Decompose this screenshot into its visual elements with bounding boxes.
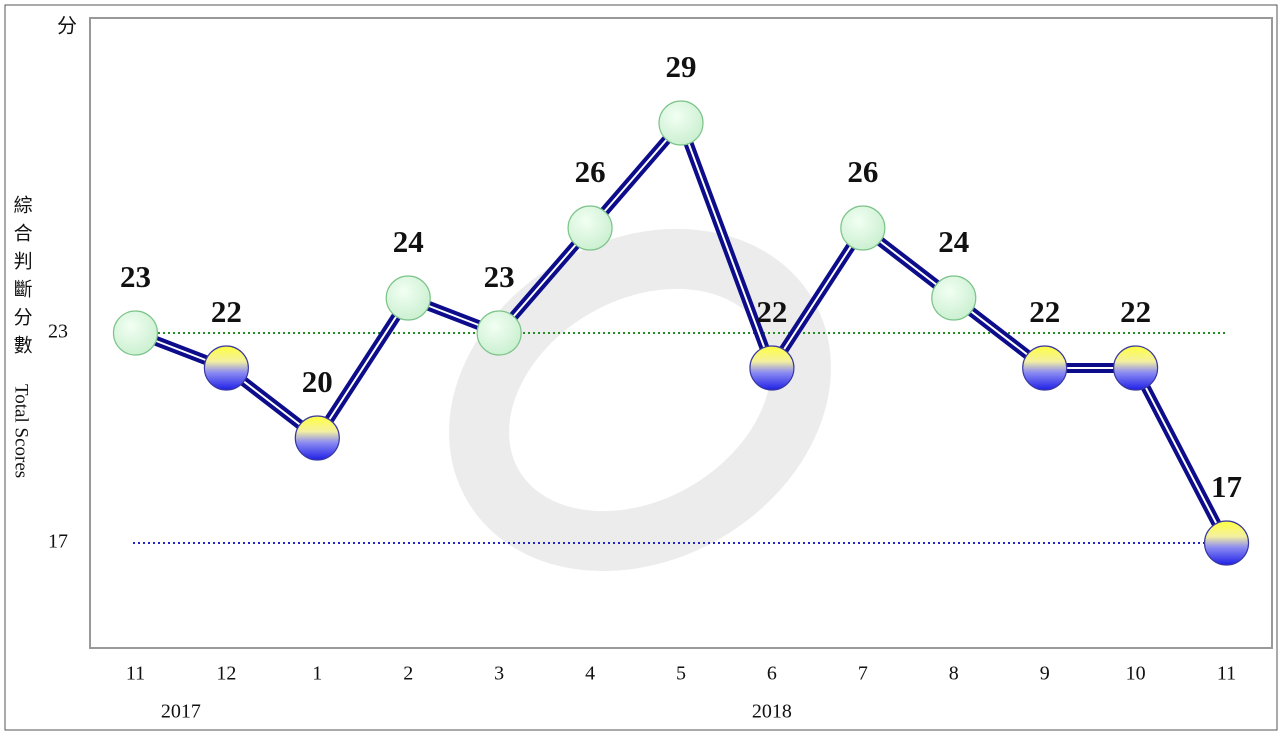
point-marker bbox=[294, 415, 340, 461]
y-tick-label: 23 bbox=[48, 321, 68, 343]
y-tick-label: 17 bbox=[48, 531, 68, 553]
x-tick-label: 11 bbox=[1217, 663, 1236, 685]
data-label: 22 bbox=[211, 294, 242, 329]
x-tick-label: 10 bbox=[1126, 663, 1146, 685]
x-tick-label: 11 bbox=[126, 663, 145, 685]
x-group-label: 2017 bbox=[161, 701, 201, 723]
point-marker bbox=[658, 100, 704, 146]
point-marker bbox=[567, 205, 613, 251]
point-marker bbox=[203, 345, 249, 391]
data-label: 29 bbox=[666, 49, 697, 84]
x-tick-label: 2 bbox=[403, 663, 413, 685]
point-marker bbox=[385, 275, 431, 321]
x-tick-label: 9 bbox=[1040, 663, 1050, 685]
frame bbox=[4, 4, 1278, 731]
data-label: 20 bbox=[302, 364, 333, 399]
data-label: 26 bbox=[847, 154, 878, 189]
data-label: 22 bbox=[1120, 294, 1151, 329]
point-marker bbox=[1203, 520, 1250, 566]
x-tick-label: 7 bbox=[858, 663, 868, 685]
x-tick-label: 8 bbox=[949, 663, 959, 685]
y-axis-label-en: Total Scores bbox=[11, 384, 32, 478]
data-label: 23 bbox=[484, 259, 515, 294]
data-label: 24 bbox=[938, 224, 969, 259]
data-label: 17 bbox=[1211, 469, 1242, 504]
point-marker bbox=[931, 275, 977, 321]
x-tick-label: 12 bbox=[216, 663, 236, 685]
point-marker bbox=[749, 345, 795, 391]
point-marker bbox=[1113, 345, 1159, 391]
x-tick-label: 6 bbox=[767, 663, 777, 685]
data-label: 22 bbox=[1029, 294, 1060, 329]
data-label: 23 bbox=[120, 259, 151, 294]
data-label: 22 bbox=[756, 294, 787, 329]
x-tick-label: 1 bbox=[312, 663, 322, 685]
unit-label: 分 bbox=[57, 15, 77, 38]
point-marker bbox=[476, 310, 522, 356]
watermark bbox=[449, 228, 831, 572]
point-marker bbox=[1022, 345, 1068, 391]
y-axis-label: 綜合判斷分數 bbox=[11, 195, 33, 363]
x-tick-label: 3 bbox=[494, 663, 504, 685]
point-marker bbox=[112, 310, 159, 356]
x-group-label: 2018 bbox=[752, 701, 792, 723]
plot-area bbox=[89, 17, 1273, 649]
x-tick-label: 4 bbox=[585, 663, 595, 685]
data-label: 26 bbox=[575, 154, 606, 189]
data-label: 24 bbox=[393, 224, 424, 259]
point-marker bbox=[840, 205, 886, 251]
x-tick-label: 5 bbox=[676, 663, 686, 685]
